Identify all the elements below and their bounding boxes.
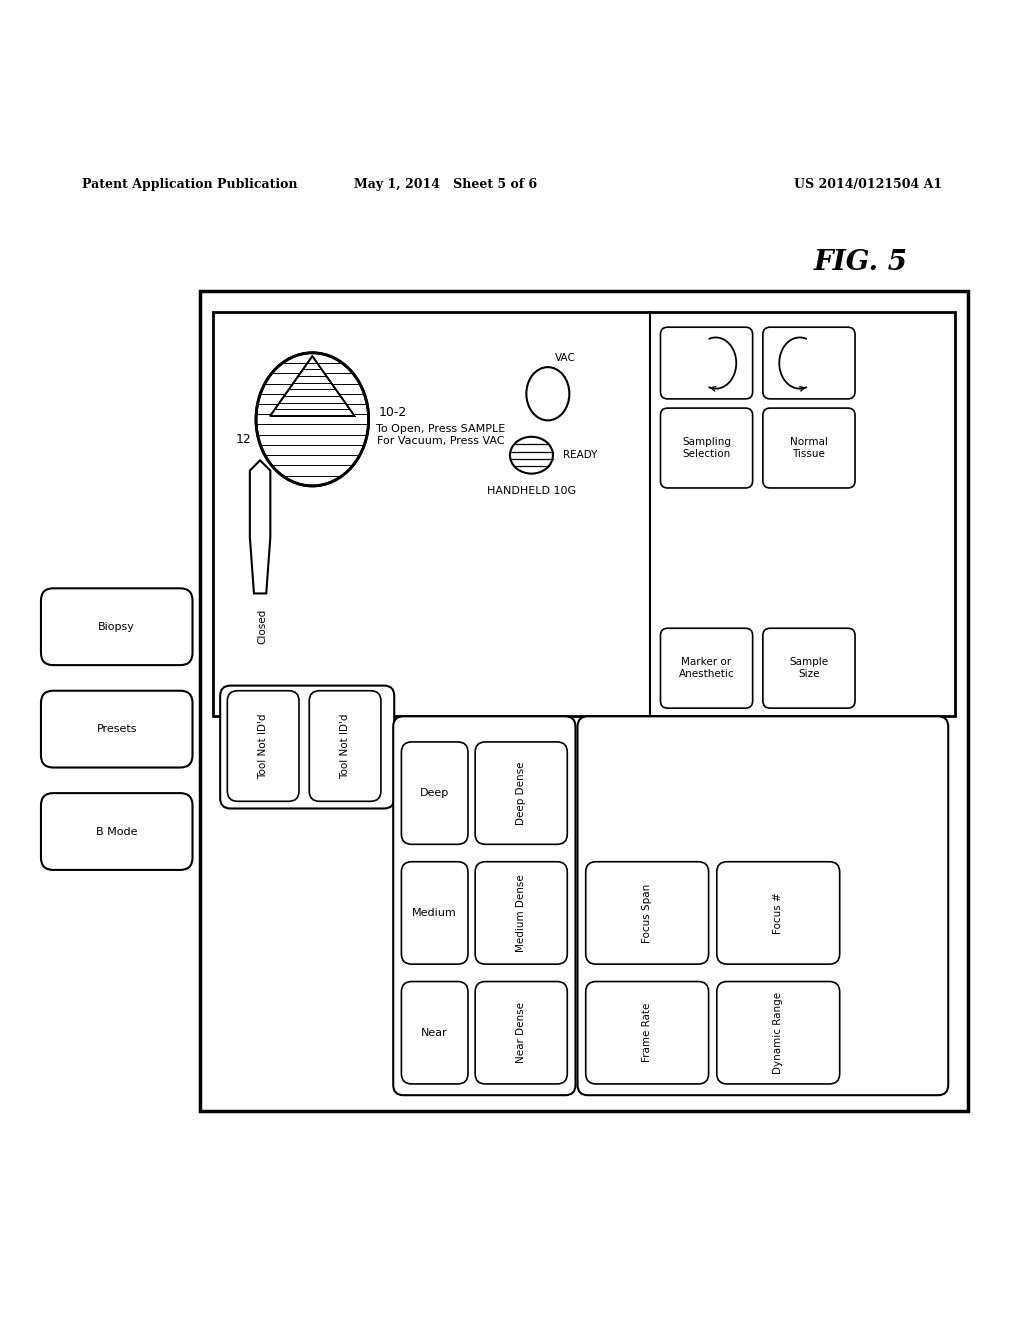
Text: Closed: Closed — [257, 609, 267, 644]
FancyBboxPatch shape — [220, 685, 394, 808]
FancyBboxPatch shape — [660, 327, 753, 399]
Text: Sampling
Selection: Sampling Selection — [682, 437, 731, 459]
FancyBboxPatch shape — [475, 982, 567, 1084]
Text: Normal
Tissue: Normal Tissue — [791, 437, 827, 459]
Polygon shape — [270, 356, 354, 416]
FancyBboxPatch shape — [586, 982, 709, 1084]
FancyBboxPatch shape — [475, 862, 567, 964]
Text: Patent Application Publication: Patent Application Publication — [82, 178, 297, 191]
FancyBboxPatch shape — [41, 589, 193, 665]
Text: Focus Span: Focus Span — [642, 883, 652, 942]
Text: Dynamic Range: Dynamic Range — [773, 991, 783, 1073]
FancyBboxPatch shape — [401, 742, 468, 845]
Text: HANDHELD 10G: HANDHELD 10G — [486, 486, 577, 496]
Text: FIG. 5: FIG. 5 — [813, 249, 907, 276]
Text: 12: 12 — [236, 433, 252, 446]
FancyBboxPatch shape — [763, 408, 855, 488]
Text: May 1, 2014   Sheet 5 of 6: May 1, 2014 Sheet 5 of 6 — [354, 178, 537, 191]
Text: Biopsy: Biopsy — [98, 622, 135, 632]
Polygon shape — [250, 461, 270, 594]
Text: VAC: VAC — [555, 352, 575, 363]
Text: READY: READY — [563, 450, 598, 461]
FancyBboxPatch shape — [401, 982, 468, 1084]
Text: Sample
Size: Sample Size — [790, 657, 828, 678]
FancyBboxPatch shape — [763, 327, 855, 399]
Text: B Mode: B Mode — [96, 826, 137, 837]
Text: Near: Near — [421, 1028, 449, 1038]
Text: Near Dense: Near Dense — [516, 1002, 526, 1063]
Text: Deep: Deep — [420, 788, 450, 799]
Text: Tool Not ID'd: Tool Not ID'd — [258, 713, 268, 779]
FancyBboxPatch shape — [578, 717, 948, 1096]
Text: Frame Rate: Frame Rate — [642, 1003, 652, 1063]
Text: Focus #: Focus # — [773, 892, 783, 933]
Text: To Open, Press SAMPLE
For Vacuum, Press VAC: To Open, Press SAMPLE For Vacuum, Press … — [376, 424, 505, 446]
FancyBboxPatch shape — [660, 408, 753, 488]
Bar — [213, 312, 955, 717]
FancyBboxPatch shape — [717, 862, 840, 964]
Text: Tool Not ID'd: Tool Not ID'd — [340, 713, 350, 779]
Text: Medium Dense: Medium Dense — [516, 874, 526, 952]
FancyBboxPatch shape — [41, 690, 193, 767]
Bar — [200, 292, 968, 1110]
Text: Medium: Medium — [413, 908, 457, 917]
FancyBboxPatch shape — [401, 862, 468, 964]
Ellipse shape — [526, 367, 569, 420]
Ellipse shape — [256, 352, 369, 486]
FancyBboxPatch shape — [717, 982, 840, 1084]
Text: 10-2: 10-2 — [379, 407, 408, 420]
FancyBboxPatch shape — [227, 690, 299, 801]
FancyBboxPatch shape — [475, 742, 567, 845]
Text: Marker or
Anesthetic: Marker or Anesthetic — [679, 657, 734, 678]
Text: US 2014/0121504 A1: US 2014/0121504 A1 — [794, 178, 942, 191]
FancyBboxPatch shape — [660, 628, 753, 708]
FancyBboxPatch shape — [586, 862, 709, 964]
Text: Presets: Presets — [96, 725, 137, 734]
Text: Deep Dense: Deep Dense — [516, 762, 526, 825]
FancyBboxPatch shape — [309, 690, 381, 801]
FancyBboxPatch shape — [41, 793, 193, 870]
FancyBboxPatch shape — [393, 717, 575, 1096]
FancyBboxPatch shape — [763, 628, 855, 708]
